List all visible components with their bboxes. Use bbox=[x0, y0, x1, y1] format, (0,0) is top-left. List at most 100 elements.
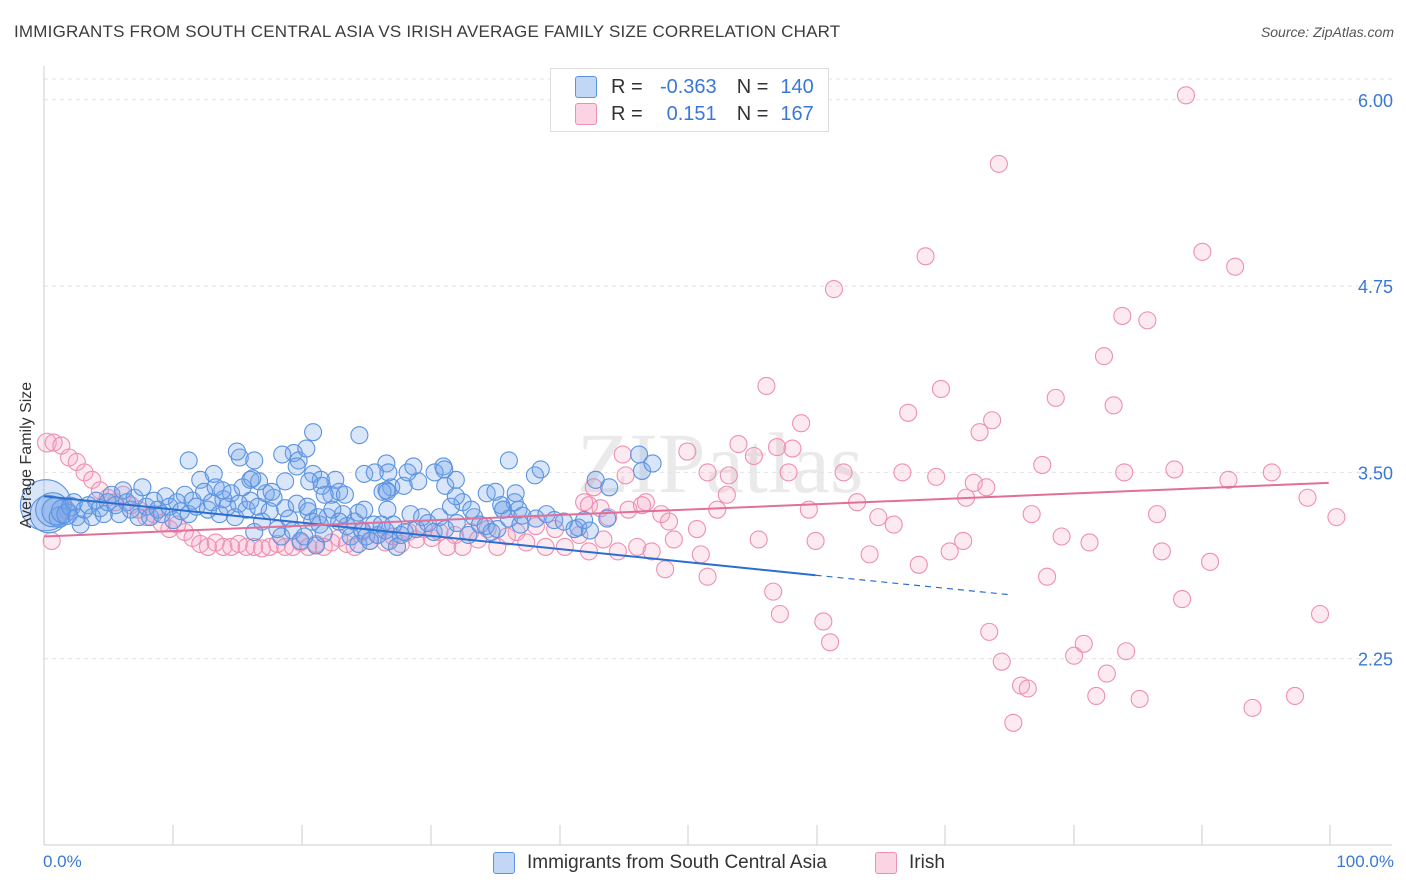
irish-point bbox=[608, 542, 627, 561]
irish-point bbox=[814, 612, 833, 631]
south-central-asia-point bbox=[311, 470, 330, 489]
south-central-asia-point bbox=[506, 484, 525, 503]
irish-point bbox=[729, 435, 748, 454]
irish-point bbox=[1176, 86, 1196, 105]
south-central-asia-point bbox=[249, 497, 268, 516]
irish-point bbox=[770, 604, 789, 624]
irish-point bbox=[526, 517, 545, 536]
irish-point bbox=[719, 466, 738, 485]
south-central-asia-point bbox=[326, 470, 345, 489]
irish-point bbox=[517, 533, 536, 552]
south-central-asia-point bbox=[526, 509, 545, 528]
irish-point bbox=[1004, 713, 1023, 732]
south-central-asia-point bbox=[355, 500, 374, 519]
south-central-asia-point bbox=[488, 519, 507, 539]
irish-point bbox=[1201, 552, 1220, 571]
y-tick-label: 3.50 bbox=[1358, 463, 1393, 483]
south-central-asia-point bbox=[315, 485, 334, 504]
south-central-asia-point bbox=[152, 505, 171, 524]
legend-item-south-central-asia: Immigrants from South Central Asia bbox=[493, 852, 827, 874]
south-central-asia-point bbox=[580, 521, 599, 540]
south-central-asia-point bbox=[430, 508, 449, 527]
irish-point bbox=[1052, 527, 1071, 546]
south-central-asia-point bbox=[156, 487, 175, 506]
irish-point bbox=[237, 537, 256, 556]
irish-point bbox=[821, 633, 840, 652]
y-tick-label: 4.75 bbox=[1358, 277, 1393, 297]
legend-item-irish: Irish bbox=[875, 852, 945, 874]
south-central-asia-point bbox=[373, 482, 392, 501]
south-central-asia-point bbox=[441, 497, 461, 516]
south-central-asia-point bbox=[245, 451, 264, 470]
r-label: R = bbox=[611, 75, 643, 98]
south-central-asia-point bbox=[297, 439, 316, 458]
south-central-asia-point bbox=[418, 514, 437, 533]
irish-point bbox=[893, 463, 912, 482]
irish-point bbox=[656, 560, 675, 579]
irish-point bbox=[664, 530, 683, 549]
irish-point bbox=[1104, 396, 1123, 415]
irish-point bbox=[1298, 488, 1317, 507]
irish-point bbox=[1113, 306, 1132, 325]
n-value: 140 bbox=[780, 75, 814, 98]
irish-point bbox=[555, 537, 574, 556]
irish-point bbox=[792, 414, 811, 433]
irish-point bbox=[764, 582, 783, 601]
trend-lines bbox=[43, 481, 1329, 596]
irish-point bbox=[744, 446, 763, 466]
irish-point bbox=[83, 470, 102, 489]
irish-point bbox=[584, 478, 603, 497]
legend-row-blue: R = -0.363 N = 140 bbox=[551, 74, 814, 100]
irish-point bbox=[36, 432, 57, 453]
irish-point bbox=[642, 542, 661, 561]
irish-point bbox=[628, 537, 647, 556]
irish-point bbox=[1219, 470, 1238, 489]
south-central-asia-point bbox=[243, 469, 262, 488]
south-central-asia-point bbox=[304, 423, 323, 442]
south-central-asia-point bbox=[387, 537, 407, 556]
south-central-asia-point bbox=[446, 487, 465, 506]
r-value: 0.151 bbox=[666, 102, 717, 125]
correlation-legend: R = -0.363 N = 140 R = 0.151 N = 167 bbox=[550, 68, 829, 132]
irish-point bbox=[783, 439, 802, 458]
irish-point bbox=[245, 537, 264, 556]
irish-point bbox=[1173, 590, 1192, 609]
south-central-asia-point bbox=[598, 509, 617, 528]
south-central-asia-point bbox=[499, 451, 518, 470]
south-central-asia-point bbox=[262, 482, 281, 501]
irish-point bbox=[678, 442, 697, 461]
irish-point bbox=[1022, 505, 1041, 524]
irish-point bbox=[594, 530, 613, 549]
pink-swatch bbox=[875, 852, 897, 874]
irish-point bbox=[698, 567, 717, 586]
south-central-asia-trend-extension bbox=[815, 574, 1009, 596]
south-central-asia-point bbox=[272, 527, 291, 546]
south-central-asia-point bbox=[335, 485, 354, 504]
irish-trend-line bbox=[43, 481, 1329, 538]
irish-point bbox=[757, 376, 776, 396]
irish-point bbox=[613, 445, 632, 464]
irish-point bbox=[1165, 460, 1184, 479]
irish-point bbox=[1074, 634, 1093, 653]
south-central-asia-point bbox=[276, 499, 295, 518]
south-central-asia-point bbox=[179, 451, 198, 470]
south-central-asia-point bbox=[643, 454, 662, 473]
irish-point bbox=[899, 403, 918, 422]
chart-title: IMMIGRANTS FROM SOUTH CENTRAL ASIA VS IR… bbox=[14, 22, 841, 41]
irish-point bbox=[1327, 508, 1346, 527]
south-central-asia-point bbox=[575, 511, 594, 530]
irish-point bbox=[67, 452, 86, 472]
irish-points bbox=[36, 86, 1346, 732]
irish-point bbox=[575, 493, 594, 512]
n-label: N = bbox=[736, 102, 769, 125]
irish-point bbox=[1138, 311, 1157, 330]
irish-point bbox=[1310, 604, 1330, 624]
south-central-asia-trend-line bbox=[43, 495, 816, 577]
irish-point bbox=[927, 467, 946, 486]
x-tick-max: 100.0% bbox=[1336, 852, 1394, 871]
south-central-asia-point bbox=[349, 534, 368, 553]
source-label: Source: ZipAtlas.com bbox=[1260, 24, 1394, 40]
south-central-asia-point bbox=[195, 482, 214, 501]
irish-point bbox=[824, 280, 843, 299]
